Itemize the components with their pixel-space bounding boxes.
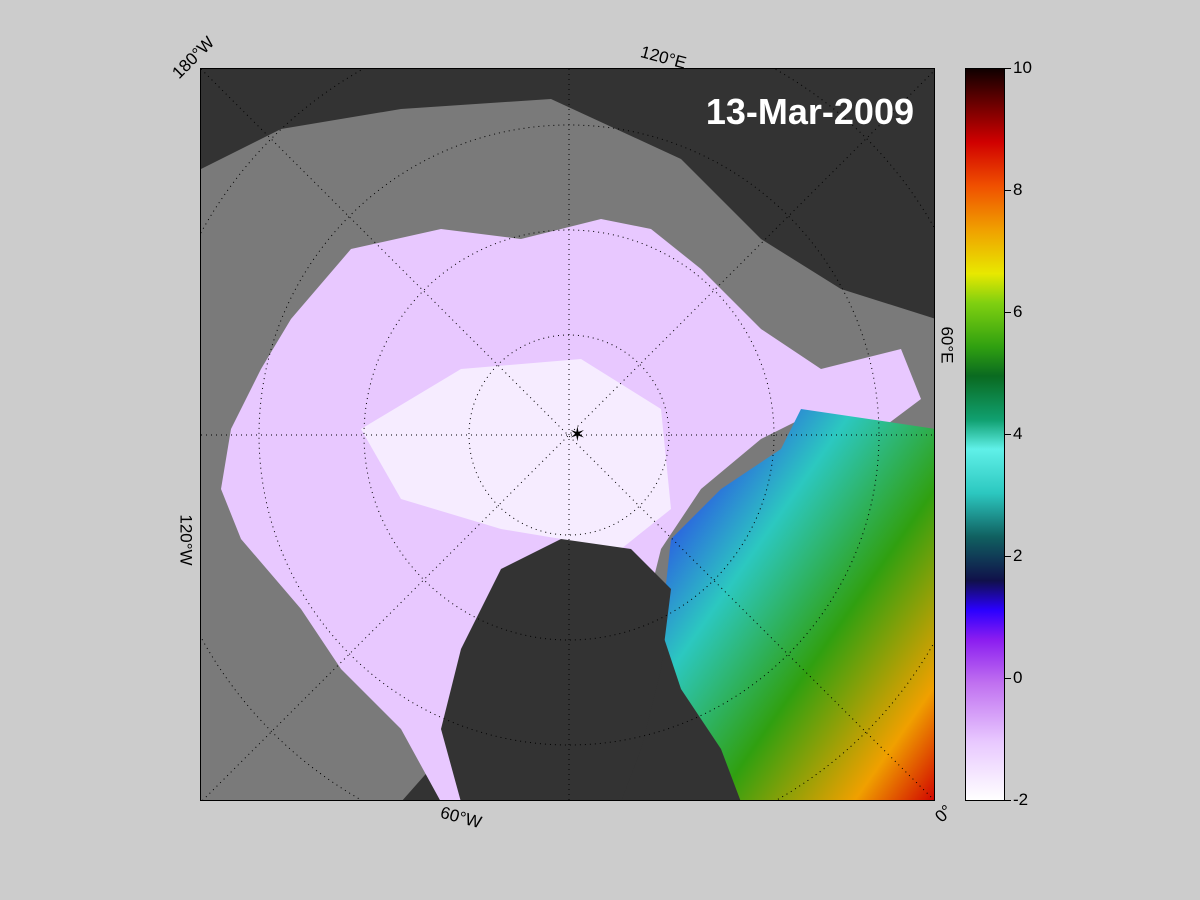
colorbar-tick-label: 8 bbox=[1013, 180, 1023, 199]
greenland-land bbox=[441, 539, 671, 800]
north-pole-marker: ✶ bbox=[569, 422, 586, 446]
colorbar-tick-label: 4 bbox=[1013, 424, 1023, 443]
lon-label-120w: 120°W bbox=[176, 514, 196, 566]
sea-ice-core bbox=[361, 359, 671, 549]
colorbar-tick-label: -2 bbox=[1013, 790, 1029, 809]
graticule bbox=[201, 69, 934, 800]
polar-map: ✶ bbox=[201, 69, 934, 800]
colorbar-tick bbox=[1005, 556, 1011, 557]
colorbar-tick bbox=[1005, 68, 1011, 69]
lon-label-60e: 60°E bbox=[937, 326, 957, 364]
lon-label-60w: 60°W bbox=[438, 802, 484, 833]
colorbar-tick-label: 10 bbox=[1013, 58, 1032, 77]
colorbar-tick bbox=[1005, 800, 1011, 801]
colorbar-tick-label: 2 bbox=[1013, 546, 1023, 565]
colorbar-tick bbox=[1005, 190, 1011, 191]
colorbar-tick-label: 6 bbox=[1013, 302, 1023, 321]
temperature-colorbar bbox=[965, 68, 1005, 801]
colorbar-tick bbox=[1005, 678, 1011, 679]
colorbar-tick bbox=[1005, 434, 1011, 435]
colorbar-tick-label: 0 bbox=[1013, 668, 1023, 687]
date-title: 13-Mar-2009 bbox=[705, 91, 914, 132]
colorbar-tick bbox=[1005, 312, 1011, 313]
lon-label-0: 0° bbox=[931, 801, 957, 827]
map-panel: ✶ 13-Mar-2009 bbox=[200, 68, 935, 801]
atlantic-water bbox=[661, 409, 934, 800]
